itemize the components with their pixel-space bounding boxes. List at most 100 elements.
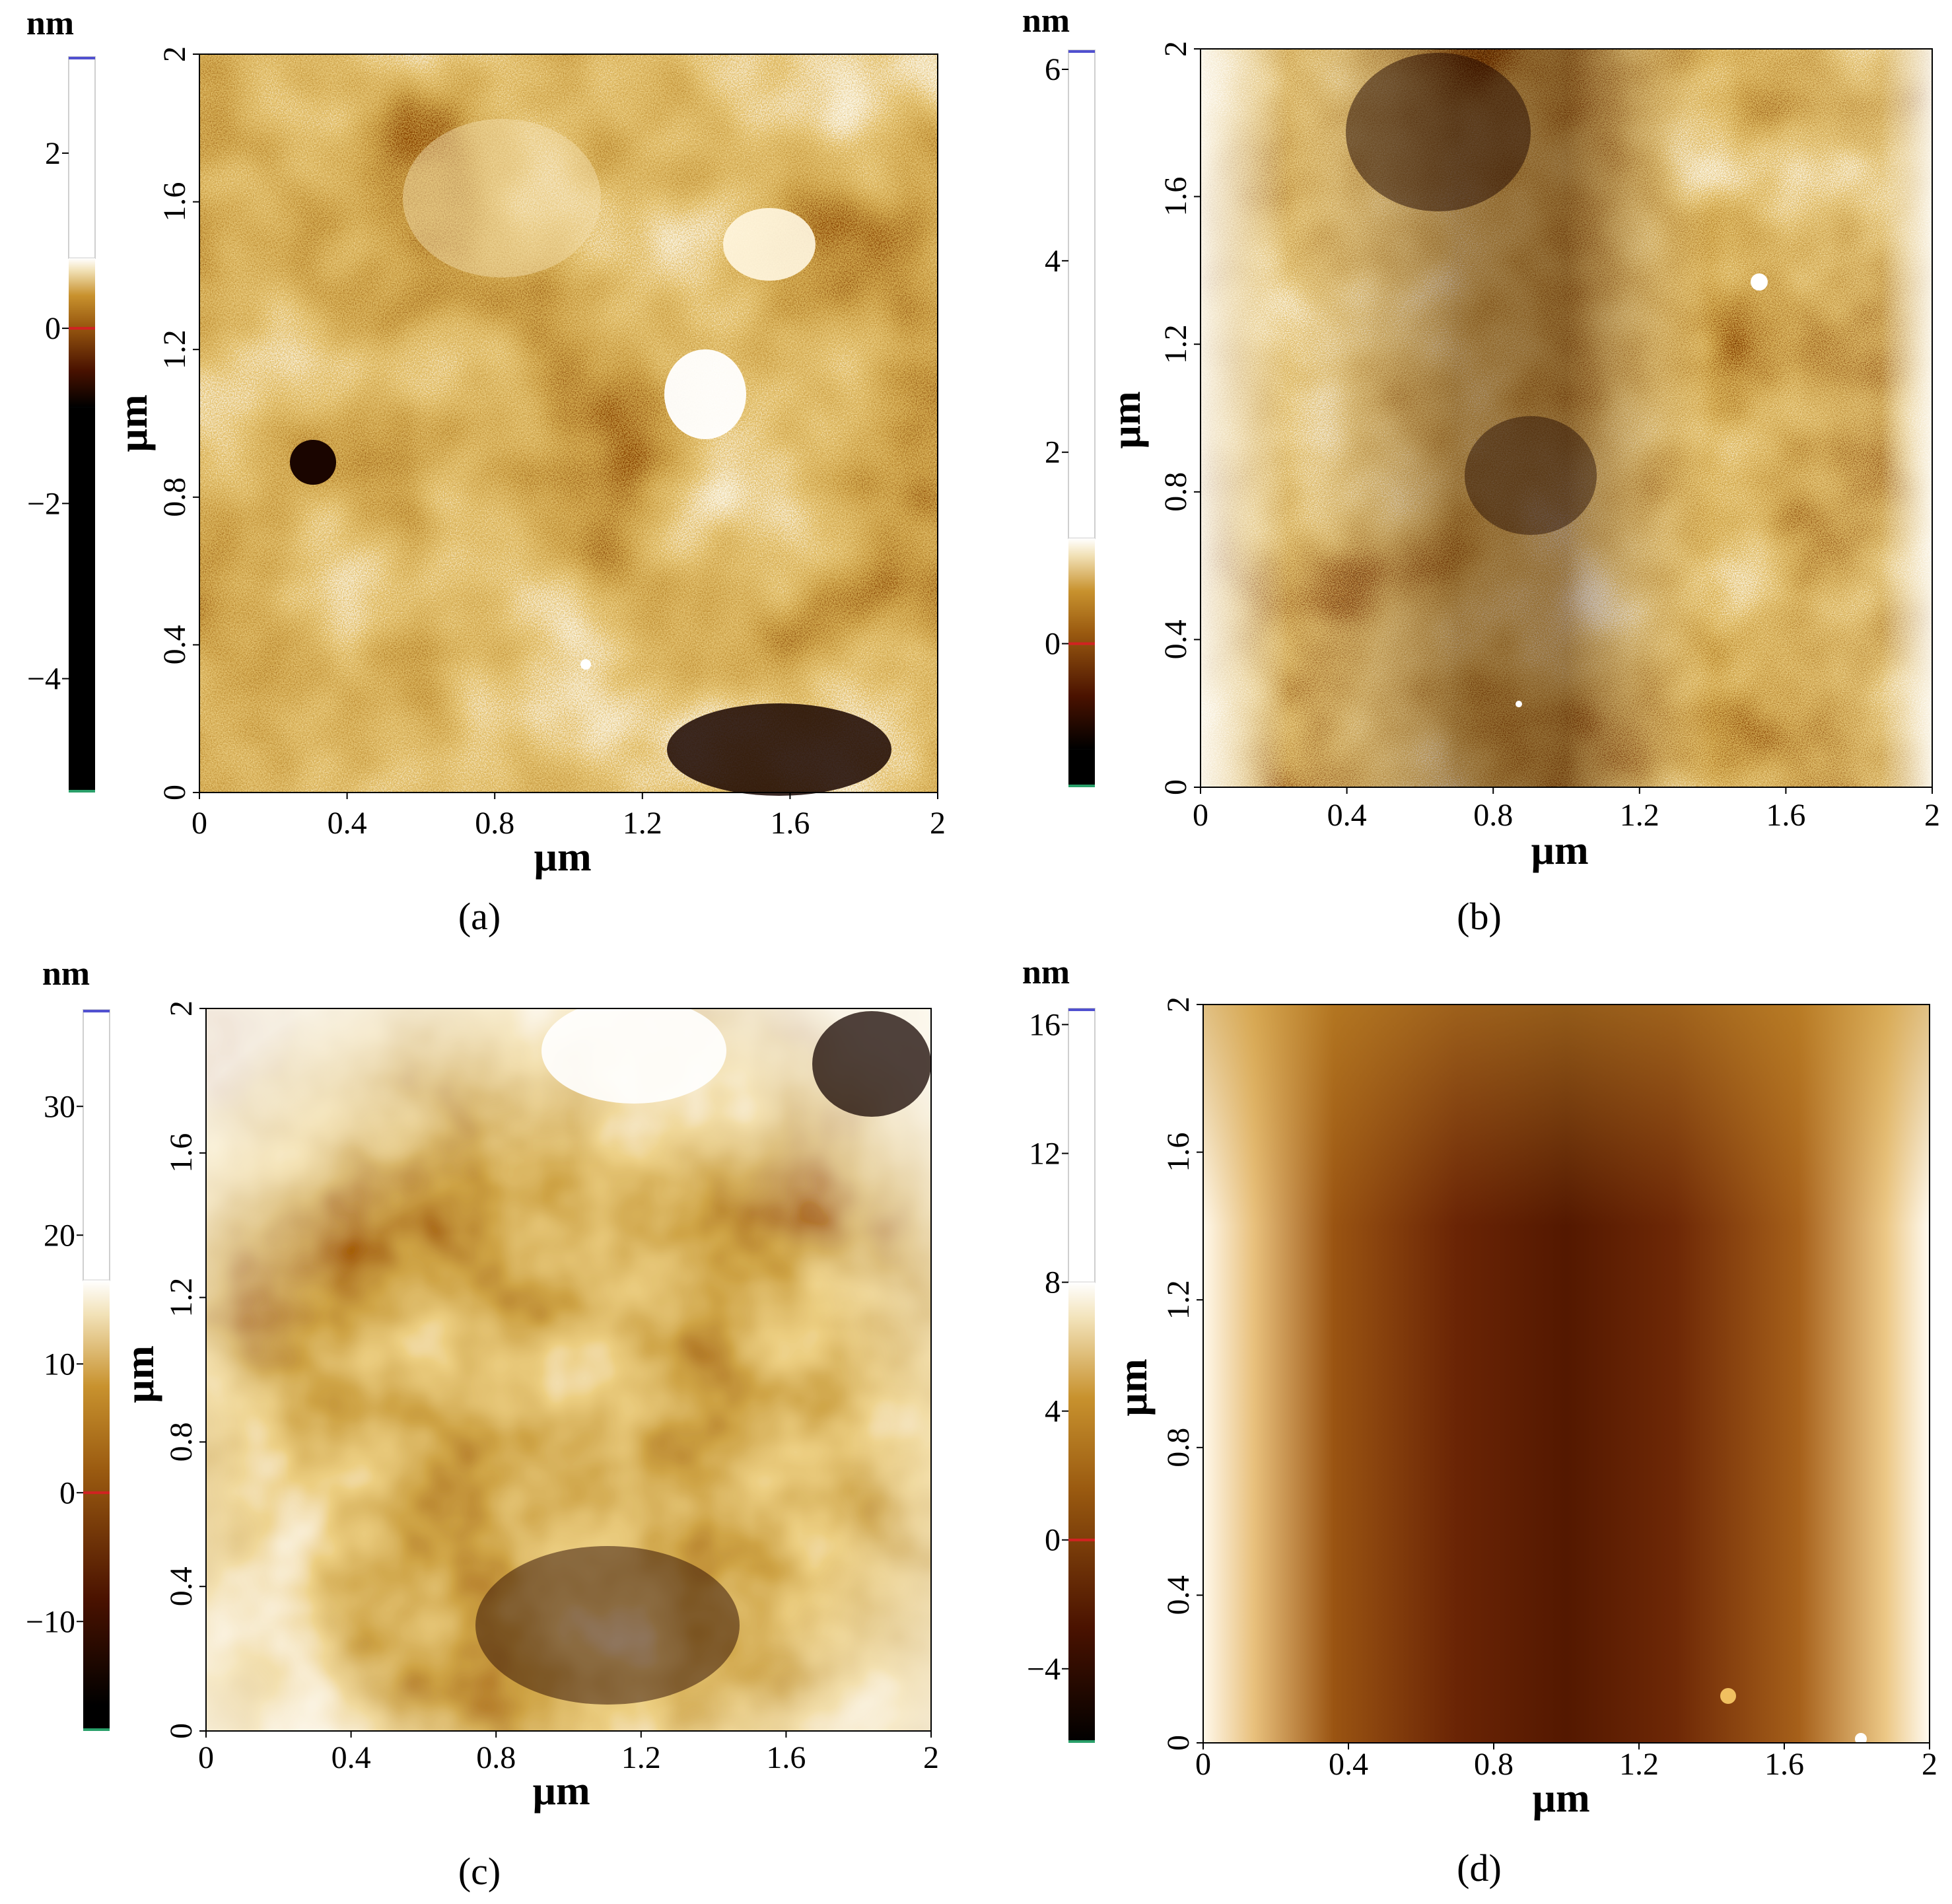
colorbar-tick-label: 0 <box>1045 627 1061 662</box>
y-axis-label: µm <box>1104 391 1149 448</box>
panel-b: nm 6420 0 0.4 0.8 1.2 1.6 2 0 0.4 0.8 1.2 1.6 2 µm… <box>976 0 1952 952</box>
colorbar-tick-label: 2 <box>45 136 61 171</box>
x-tick-label: 2 <box>930 806 946 841</box>
dark-pit <box>290 440 336 485</box>
bright-region <box>664 349 746 439</box>
x-tick-label: 1.2 <box>1620 798 1659 833</box>
dark-region <box>1346 53 1531 211</box>
colorbar-tick-label: 0 <box>1045 1523 1061 1558</box>
colorbar-unit: nm <box>42 955 90 993</box>
y-tick-label: 0.4 <box>1158 619 1193 659</box>
bright-particle <box>1751 273 1768 291</box>
colorbar: nm 6 4 2 0 <box>1022 2 1095 787</box>
x-tick-label: 0.4 <box>1329 1747 1368 1782</box>
bright-region <box>723 208 816 281</box>
colorbar-black-segment <box>83 1705 110 1731</box>
x-tick-label: 0 <box>1195 1747 1211 1782</box>
colorbar-tick-label: 4 <box>1045 1394 1061 1429</box>
x-tick-label: 0.8 <box>476 1740 516 1775</box>
y-tick-label: 0 <box>1158 779 1193 795</box>
colorbar-unit: nm <box>1022 2 1070 40</box>
x-tick-label: 1.2 <box>623 806 662 841</box>
y-tick-label: 0.4 <box>1161 1575 1196 1615</box>
y-axis-label: µm <box>111 394 156 452</box>
bright-particle <box>580 659 591 670</box>
panel-d: nm 16 12 8 4 0 −4 0 0.4 0.8 1.2 1.6 2 0 0.4 0.8 1.2 1.… <box>976 952 1952 1903</box>
y-axis-ticks: 0 0.4 0.8 1.2 1.6 2 <box>1161 997 1203 1751</box>
y-axis-ticks: 0 0.4 0.8 1.2 1.6 2 <box>164 1001 206 1739</box>
x-axis-label: µm <box>1532 1776 1589 1821</box>
x-axis-label: µm <box>1531 828 1588 873</box>
x-tick-label: 0.4 <box>328 806 367 841</box>
dark-region <box>1465 416 1597 535</box>
colorbar-tick-label: −2 <box>27 486 61 521</box>
colorbar-white-segment <box>69 57 95 258</box>
panel-caption: (d) <box>1413 1846 1545 1890</box>
panel-caption: (b) <box>1413 894 1545 938</box>
panel-caption: (c) <box>413 1849 545 1893</box>
y-axis-label: µm <box>118 1345 162 1403</box>
x-tick-label: 0 <box>198 1740 214 1775</box>
y-axis-label: µm <box>1111 1358 1156 1416</box>
top-shading <box>1203 1005 1930 1743</box>
y-tick-label: 0 <box>164 1723 199 1739</box>
bright-region <box>403 119 601 277</box>
colorbar-tick-label: 4 <box>1045 244 1061 279</box>
dark-region <box>812 1011 931 1117</box>
colorbar-tick-label: 0 <box>59 1475 75 1510</box>
colorbar-gradient-segment <box>69 258 95 407</box>
x-axis-label: µm <box>532 1769 590 1814</box>
colorbar-tick-label: 2 <box>1045 435 1061 470</box>
afm-height-map <box>1203 1005 1930 1745</box>
x-tick-label: 0 <box>1193 798 1208 833</box>
colorbar-tick-label: −4 <box>1027 1652 1061 1687</box>
x-tick-label: 1.6 <box>766 1740 806 1775</box>
x-tick-label: 1.6 <box>770 806 810 841</box>
y-tick-label: 0.4 <box>157 625 192 664</box>
y-tick-label: 0 <box>157 785 192 800</box>
colorbar-unit: nm <box>1022 954 1070 991</box>
afm-height-map <box>1201 49 1932 787</box>
bright-particle <box>1516 701 1522 707</box>
y-axis-ticks: 0 0.4 0.8 1.2 1.6 2 <box>1158 41 1201 795</box>
y-tick-label: 0.8 <box>157 477 192 517</box>
colorbar: nm 30 20 10 0 −10 <box>26 955 110 1731</box>
dark-region <box>475 1546 740 1705</box>
y-tick-label: 1.2 <box>164 1278 199 1318</box>
colorbar-white-segment <box>1068 1008 1095 1283</box>
y-tick-label: 1.2 <box>1161 1280 1196 1320</box>
colorbar-tick-label: 6 <box>1045 52 1061 87</box>
colorbar-tick-label: 0 <box>45 311 61 346</box>
x-tick-label: 0.8 <box>475 806 514 841</box>
y-tick-label: 2 <box>1158 41 1193 57</box>
x-tick-label: 0.8 <box>1474 1747 1514 1782</box>
colorbar-tick-label: 10 <box>44 1347 75 1382</box>
colorbar-ticks: 6 4 2 0 <box>1045 52 1068 662</box>
y-tick-label: 1.2 <box>157 330 192 369</box>
colorbar: nm 2 0 −2 −4 <box>26 5 95 793</box>
colorbar-white-segment <box>1068 50 1095 538</box>
colorbar: nm 16 12 8 4 0 −4 <box>1022 954 1095 1743</box>
y-tick-label: 2 <box>157 46 192 62</box>
y-tick-label: 1.6 <box>164 1133 199 1173</box>
colorbar-unit: nm <box>26 5 74 42</box>
colorbar-tick-label: −4 <box>27 662 61 697</box>
colorbar-tick-label: 8 <box>1045 1265 1061 1300</box>
y-tick-label: 2 <box>164 1001 199 1016</box>
colorbar-gradient-segment <box>1068 1283 1095 1743</box>
y-tick-label: 0.8 <box>1158 472 1193 512</box>
colorbar-ticks: 2 0 −2 −4 <box>27 136 69 697</box>
edge-brightening <box>1201 49 1932 787</box>
afm-height-map <box>199 54 938 796</box>
x-tick-label: 1.6 <box>1766 798 1805 833</box>
panel-a: nm 2 0 −2 −4 0 0.4 0.8 1.2 1.6 2 0 0.4 0.8 1.2 1.6 2 … <box>0 0 976 952</box>
colorbar-tick-label: −10 <box>26 1604 75 1639</box>
y-tick-label: 1.6 <box>1158 177 1193 217</box>
afm-height-map <box>206 998 931 1731</box>
colorbar-tick-label: 30 <box>44 1089 75 1124</box>
colorbar-white-segment <box>83 1010 110 1281</box>
x-tick-label: 0.8 <box>1473 798 1513 833</box>
y-tick-label: 0 <box>1161 1735 1196 1751</box>
x-tick-label: 2 <box>923 1740 939 1775</box>
panel-c-figure: nm 30 20 10 0 −10 0 0.4 0.8 1.2 1.6 2 0 0.4 0.8 1.2 1… <box>0 952 976 1903</box>
